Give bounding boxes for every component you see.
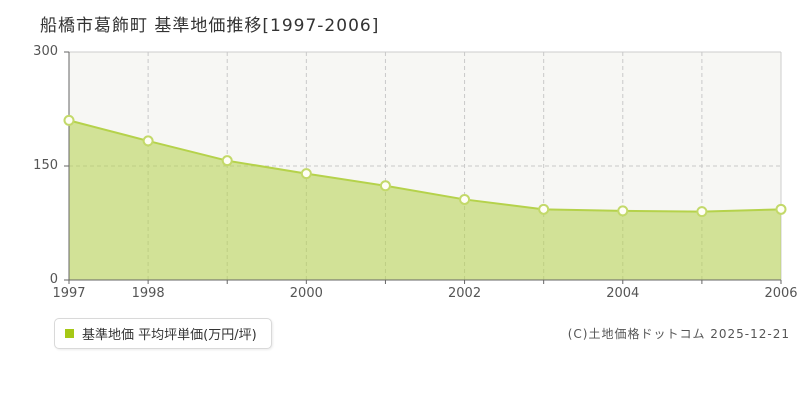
x-axis-label-1997: 1997 — [52, 286, 86, 301]
x-axis-label-1998: 1998 — [131, 286, 165, 301]
legend: 基準地価 平均坪単価(万円/坪) — [54, 318, 272, 349]
x-axis-label-2004: 2004 — [606, 286, 640, 301]
legend-marker-square — [65, 329, 74, 338]
copyright: (C)土地価格ドットコム 2025-12-21 — [567, 327, 790, 341]
x-axis-label-2000: 2000 — [289, 286, 323, 301]
y-axis-label-0: 0 — [49, 272, 58, 287]
x-axis-label-2006: 2006 — [764, 286, 798, 301]
y-axis-label-300: 300 — [33, 44, 58, 59]
legend-label: 基準地価 平均坪単価(万円/坪) — [82, 328, 257, 343]
chart-canvas — [63, 51, 787, 284]
page-title: 船橋市葛飾町 基準地価推移[1997-2006] — [40, 16, 380, 36]
y-axis-label-150: 150 — [33, 158, 58, 173]
x-axis-label-2002: 2002 — [448, 286, 482, 301]
